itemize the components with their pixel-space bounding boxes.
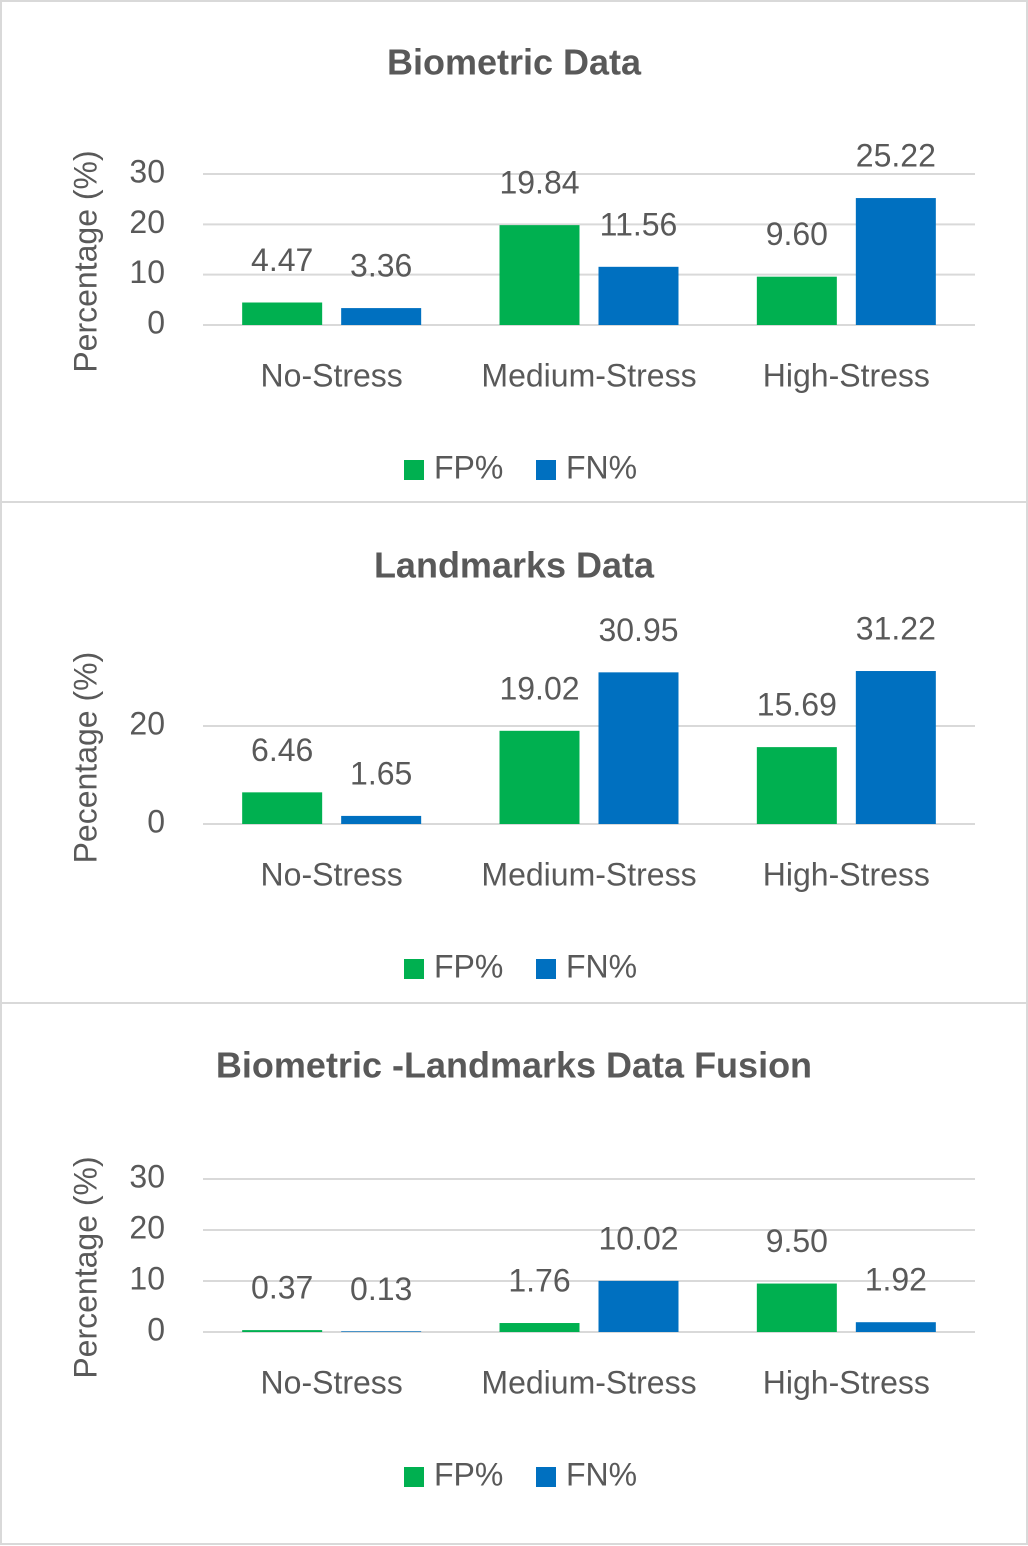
value-label: 30.95 xyxy=(598,612,678,648)
value-label: 1.92 xyxy=(865,1262,927,1298)
value-label: 0.13 xyxy=(350,1271,412,1307)
y-tick-label: 0 xyxy=(147,803,165,839)
y-tick-label: 20 xyxy=(129,204,165,240)
chart-title: Biometric -Landmarks Data Fusion xyxy=(216,1045,812,1086)
bar xyxy=(855,671,936,824)
value-label: 4.47 xyxy=(251,242,313,278)
legend-label: FP% xyxy=(434,1456,503,1492)
bar xyxy=(242,302,323,325)
bar xyxy=(242,792,323,824)
bar xyxy=(499,730,580,824)
bar xyxy=(855,198,936,325)
panel-frame xyxy=(0,1002,1028,1545)
chart-title: Biometric Data xyxy=(387,42,642,83)
value-label: 9.50 xyxy=(766,1223,828,1259)
x-tick-label: No-Stress xyxy=(261,1364,403,1400)
value-label: 19.02 xyxy=(499,670,579,706)
bar xyxy=(499,225,580,325)
value-label: 25.22 xyxy=(856,138,936,174)
y-tick-label: 20 xyxy=(129,705,165,741)
legend-swatch xyxy=(404,1467,424,1487)
bar xyxy=(499,1323,580,1332)
bar xyxy=(756,276,837,325)
bar xyxy=(756,747,837,824)
chart-title: Landmarks Data xyxy=(374,545,655,586)
y-tick-label: 0 xyxy=(147,304,165,340)
value-label: 9.60 xyxy=(766,216,828,252)
x-tick-label: Medium-Stress xyxy=(481,1364,696,1400)
y-tick-label: 30 xyxy=(129,153,165,189)
value-label: 19.84 xyxy=(499,165,579,201)
value-label: 15.69 xyxy=(757,687,837,723)
legend-swatch xyxy=(536,959,556,979)
y-tick-label: 0 xyxy=(147,1311,165,1347)
value-label: 0.37 xyxy=(251,1270,313,1306)
y-axis-label: Percentage (%) xyxy=(67,150,103,372)
bar xyxy=(855,1322,936,1332)
legend-label: FN% xyxy=(566,449,637,485)
x-tick-label: No-Stress xyxy=(261,357,403,393)
bar xyxy=(242,1330,323,1332)
legend-label: FN% xyxy=(566,1456,637,1492)
legend-swatch xyxy=(536,1467,556,1487)
y-tick-label: 10 xyxy=(129,1260,165,1296)
legend-label: FP% xyxy=(434,948,503,984)
value-label: 31.22 xyxy=(856,610,936,646)
value-label: 1.65 xyxy=(350,755,412,791)
bar xyxy=(341,308,422,325)
bar xyxy=(598,266,679,325)
value-label: 10.02 xyxy=(598,1220,678,1256)
x-tick-label: Medium-Stress xyxy=(481,357,696,393)
x-tick-label: High-Stress xyxy=(763,357,930,393)
legend-swatch xyxy=(404,460,424,480)
y-axis-label: Pecentage (%) xyxy=(67,652,103,864)
bar xyxy=(341,1331,422,1332)
y-tick-label: 30 xyxy=(129,1158,165,1194)
bar xyxy=(341,815,422,824)
x-tick-label: High-Stress xyxy=(763,856,930,892)
value-label: 1.76 xyxy=(508,1262,570,1298)
bar xyxy=(756,1283,837,1332)
legend-swatch xyxy=(536,460,556,480)
value-label: 6.46 xyxy=(251,732,313,768)
legend-label: FP% xyxy=(434,449,503,485)
legend-label: FN% xyxy=(566,948,637,984)
y-tick-label: 10 xyxy=(129,254,165,290)
x-tick-label: Medium-Stress xyxy=(481,856,696,892)
value-label: 11.56 xyxy=(600,206,678,242)
x-tick-label: High-Stress xyxy=(763,1364,930,1400)
x-tick-label: No-Stress xyxy=(261,856,403,892)
value-label: 3.36 xyxy=(350,248,412,284)
y-axis-label: Percentage (%) xyxy=(67,1156,103,1378)
y-tick-label: 20 xyxy=(129,1209,165,1245)
bar xyxy=(598,1280,679,1332)
bar xyxy=(598,672,679,824)
legend-swatch xyxy=(404,959,424,979)
